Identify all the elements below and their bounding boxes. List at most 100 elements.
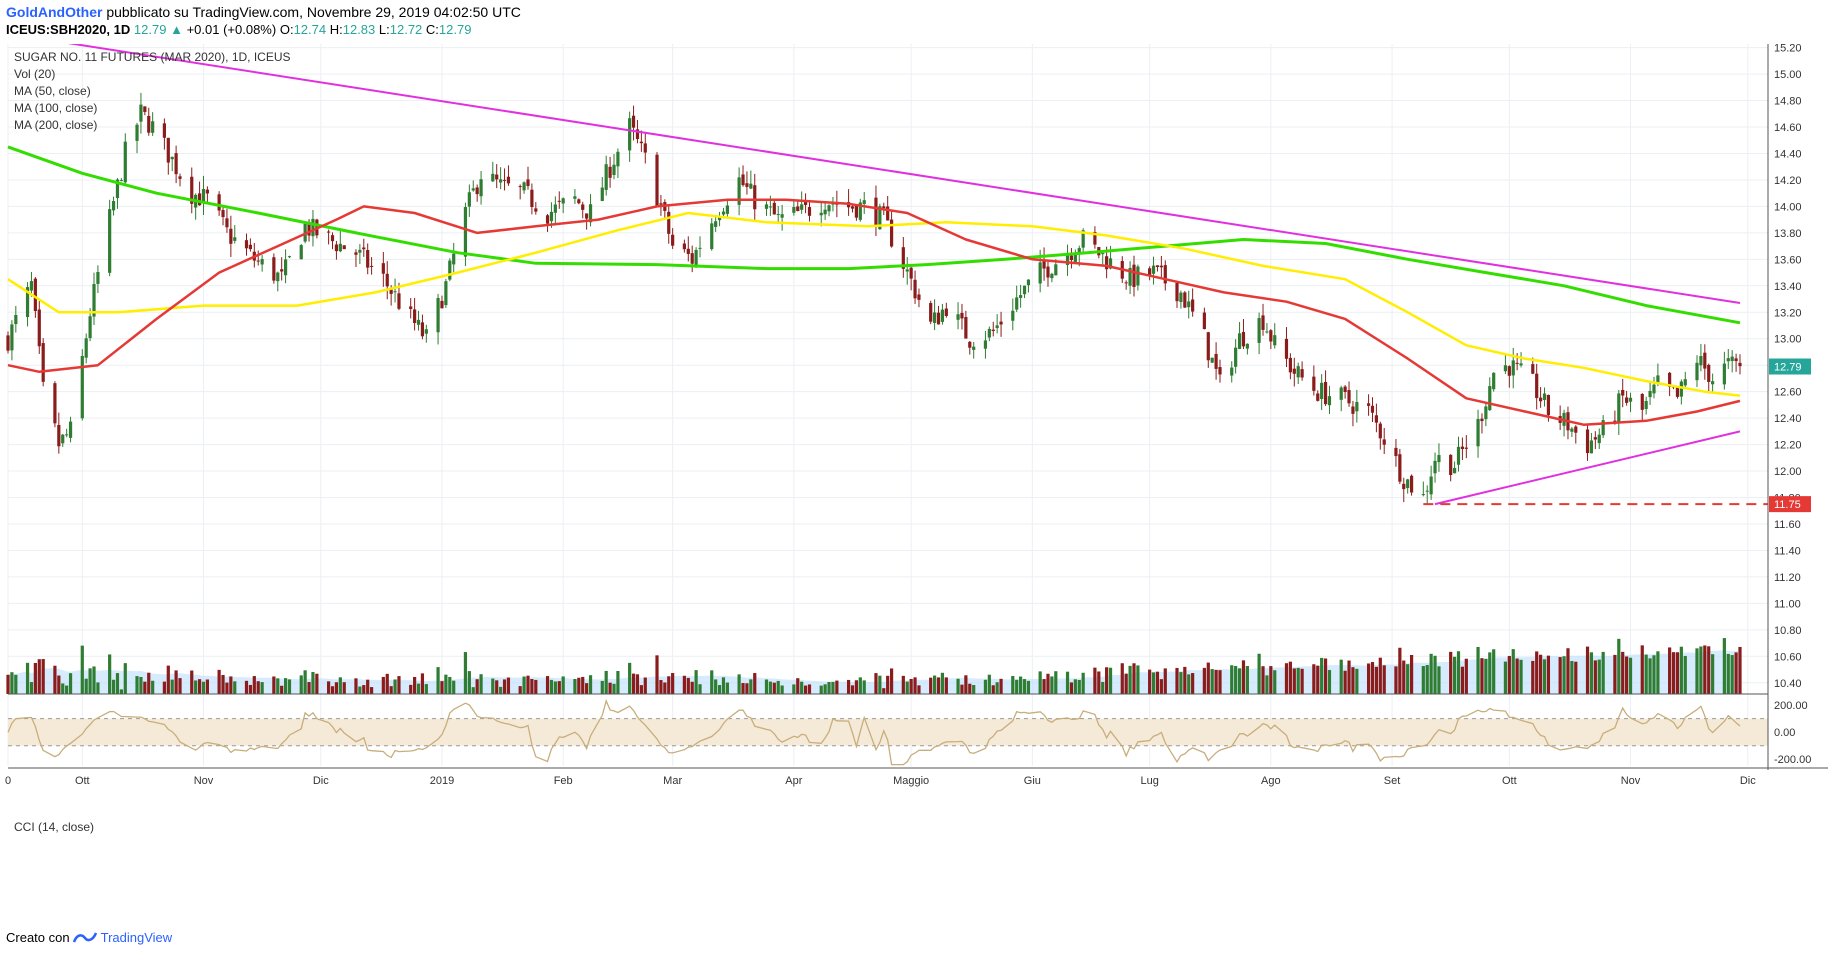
- volume-bar: [1562, 656, 1566, 694]
- volume-bar: [944, 677, 948, 694]
- candle-body: [115, 179, 120, 199]
- volume-bar: [1077, 679, 1081, 694]
- volume-bar: [1366, 663, 1371, 694]
- candle-body: [557, 200, 561, 202]
- tradingview-link[interactable]: TradingView: [100, 930, 173, 945]
- created-with-label: Creato con: [6, 930, 70, 945]
- price-tick-label: 11.60: [1774, 519, 1801, 531]
- volume-bar: [205, 679, 209, 694]
- candle-body: [1245, 343, 1249, 349]
- candle-body: [272, 257, 276, 281]
- volume-bar: [682, 675, 686, 694]
- volume-bar: [807, 684, 812, 694]
- candle-body: [1730, 356, 1734, 362]
- volume-bar: [585, 683, 589, 694]
- volume-bar: [600, 680, 604, 694]
- candle-body: [776, 214, 780, 216]
- volume-bar: [862, 680, 866, 694]
- volume-bar: [850, 685, 855, 694]
- candle-body: [1323, 381, 1328, 405]
- volume-bar: [221, 674, 225, 694]
- volume-bar: [835, 680, 839, 694]
- volume-bar: [792, 684, 796, 694]
- candle-body: [1597, 434, 1601, 444]
- candle-body: [197, 193, 202, 206]
- candle-body: [987, 328, 991, 338]
- volume-bar: [1155, 671, 1160, 694]
- legend-title: SUGAR NO. 11 FUTURES (MAR 2020), 1D, ICE…: [14, 50, 291, 64]
- candle-body: [233, 237, 237, 241]
- volume-bar: [557, 681, 561, 694]
- candle-body: [577, 199, 581, 204]
- volume-bar: [1245, 666, 1249, 694]
- symbol-line: ICEUS:SBH2020, 1D 12.79 ▲ +0.01 (+0.08%)…: [6, 22, 471, 37]
- candle-body: [61, 434, 65, 444]
- candle-body: [1077, 248, 1081, 254]
- volume-bar: [549, 679, 554, 694]
- candle-body: [1429, 476, 1433, 495]
- volume-bar: [233, 681, 237, 694]
- volume-bar: [1429, 653, 1433, 694]
- volume-bar: [831, 681, 835, 694]
- volume-bar: [57, 675, 61, 694]
- candle-body: [92, 284, 96, 317]
- candle-body: [585, 213, 589, 219]
- time-tick-label: Ott: [75, 775, 90, 787]
- volume-bar: [776, 680, 780, 694]
- volume-bar: [151, 680, 155, 694]
- published-text: pubblicato su TradingView.com, Novembre …: [106, 4, 521, 20]
- volume-bar: [1300, 668, 1304, 694]
- author-link[interactable]: GoldAndOther: [6, 4, 103, 20]
- volume-bar: [1187, 674, 1191, 694]
- candle-body: [588, 204, 593, 223]
- volume-bar: [370, 687, 374, 694]
- volume-bar: [1206, 662, 1210, 694]
- volume-bar: [1589, 652, 1594, 694]
- candle-body: [518, 186, 522, 188]
- volume-bar: [1347, 660, 1351, 694]
- candle-body: [311, 218, 315, 237]
- time-tick-label: Apr: [785, 775, 802, 787]
- price-chart[interactable]: 15.20 15.00 14.80 14.60 14.40 14.20 14.00 13.80…: [0, 44, 1828, 930]
- candle-body: [878, 206, 882, 230]
- candle-body: [502, 179, 507, 181]
- volume-bar: [1695, 648, 1699, 694]
- candle-body: [1707, 364, 1711, 382]
- volume-bar: [999, 678, 1003, 694]
- volume-bar: [800, 681, 804, 694]
- volume-bar: [307, 682, 311, 694]
- volume-bar: [1069, 682, 1074, 694]
- candle-body: [1492, 372, 1496, 390]
- volume-bar: [41, 659, 45, 694]
- volume-bar: [1613, 654, 1617, 694]
- candle-body: [1191, 299, 1195, 312]
- candle-body: [968, 341, 972, 348]
- candle-body: [901, 247, 905, 269]
- volume-bar: [495, 680, 499, 694]
- time-tick-label: Lug: [1140, 775, 1158, 787]
- candle-body: [659, 203, 663, 205]
- volume-bar: [1105, 667, 1109, 694]
- volume-bar: [393, 679, 397, 694]
- candle-body: [80, 355, 84, 419]
- time-tick-label: Nov: [1621, 775, 1641, 787]
- volume-bar: [330, 686, 335, 694]
- volume-bar: [1374, 666, 1378, 694]
- price-tick-label: 14.80: [1774, 96, 1802, 108]
- volume-bar: [88, 668, 92, 694]
- candle-body: [639, 141, 643, 144]
- volume-bar: [768, 681, 772, 694]
- volume-bar: [444, 674, 448, 694]
- volume-bar: [311, 672, 315, 694]
- candle-body: [1339, 387, 1343, 400]
- candle-body: [217, 194, 221, 211]
- volume-bar: [326, 681, 331, 694]
- candle-body: [635, 129, 640, 139]
- candle-body: [909, 267, 913, 279]
- candle-body: [1378, 423, 1382, 439]
- candle-body: [436, 297, 440, 333]
- volume-bar: [1621, 651, 1625, 694]
- candle-body: [287, 256, 292, 258]
- time-tick-label: Mar: [663, 775, 682, 787]
- volume-bar: [1214, 669, 1218, 694]
